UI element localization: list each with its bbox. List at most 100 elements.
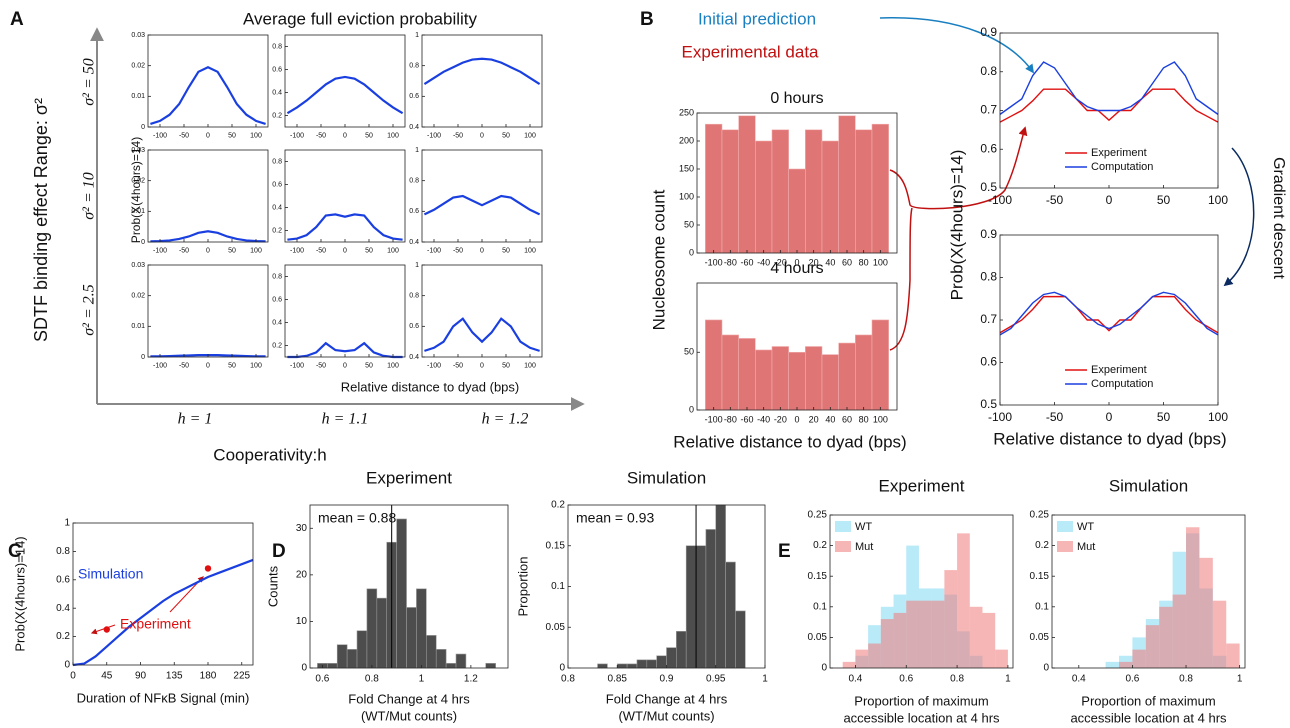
x-tick-label: 1 — [419, 674, 425, 685]
histogram-bar — [893, 612, 907, 668]
y-tick-label: 10 — [296, 616, 308, 627]
x-tick-label: 50 — [1157, 410, 1171, 424]
x-tick-label: 20 — [809, 415, 819, 425]
y-tick-label: 0.4 — [409, 354, 419, 361]
histogram-bar — [597, 663, 608, 669]
y-tick-label: 0.1 — [813, 601, 827, 612]
line — [286, 75, 404, 115]
x-tick-label: 0 — [206, 247, 210, 254]
histogram-bar — [871, 123, 889, 254]
histogram-bar — [931, 600, 945, 668]
y-tick-label: 20 — [296, 569, 308, 580]
plot-frame — [147, 149, 269, 243]
x-tick-label: 0.6 — [899, 674, 913, 685]
histogram-bar — [738, 338, 756, 411]
histogram-bar — [788, 168, 806, 254]
x-tick-label: 0.85 — [608, 674, 628, 685]
x-tick-label: -60 — [740, 415, 753, 425]
legend-label: Computation — [1091, 378, 1153, 390]
y-tick-label: 1 — [415, 147, 419, 154]
chart-title: 4 hours — [770, 260, 823, 277]
x-tick-label: 0.9 — [660, 674, 674, 685]
x-tick-label: 225 — [233, 671, 250, 682]
y-tick-label: 0.6 — [409, 323, 419, 330]
legend-swatch — [835, 541, 851, 552]
histogram-bar — [346, 649, 358, 669]
x-tick-label: 0.8 — [950, 674, 964, 685]
y-tick-label: 0.6 — [272, 66, 282, 73]
histogram-bar — [838, 342, 856, 411]
histogram-bar — [868, 643, 881, 668]
y-tick-label: 0.6 — [980, 355, 997, 369]
histogram-bar — [805, 129, 823, 254]
histogram-bar — [755, 140, 773, 254]
histogram-bar — [1105, 661, 1120, 668]
y-tick-label: 1 — [415, 262, 419, 269]
x-tick-label: -50 — [453, 132, 463, 139]
x-tick-label: 50 — [502, 247, 510, 254]
x-tick-label: -80 — [724, 415, 737, 425]
x-tick-label: -100 — [290, 362, 304, 369]
plot-frame — [309, 504, 509, 669]
y-tick-label: 0.6 — [409, 93, 419, 100]
x-tick-label: 50 — [365, 132, 373, 139]
y-tick-label: 0.02 — [131, 178, 145, 185]
x-tick-label: 50 — [228, 362, 236, 369]
x-tick-label: 1 — [1005, 674, 1011, 685]
histogram-bar — [821, 354, 839, 411]
histogram-bar — [805, 346, 823, 411]
line — [999, 88, 1219, 123]
histogram-bar — [705, 529, 717, 669]
x-tick-label: 0 — [794, 258, 799, 268]
legend-label: WT — [855, 521, 872, 533]
point — [204, 565, 212, 572]
histogram-bar — [771, 346, 789, 411]
y-tick-label: 0.8 — [409, 293, 419, 300]
x-tick-label: 100 — [1208, 193, 1228, 207]
plot-frame — [1051, 514, 1246, 669]
x-axis-label: Relative distance to dyad (bps) — [673, 432, 906, 451]
panel-letter: A — [10, 9, 24, 30]
y-tick-label: 0.15 — [808, 571, 828, 582]
legend-swatch — [835, 521, 851, 532]
histogram-bar — [944, 570, 958, 668]
x-tick-label: 1 — [762, 674, 768, 685]
y-tick-label: 0.1 — [551, 581, 565, 592]
panel-letter: C — [8, 541, 22, 562]
chart-title: 0 hours — [770, 90, 823, 107]
x-tick-label: 100 — [250, 247, 262, 254]
x-tick-label: 0.6 — [1125, 674, 1139, 685]
histogram-bar — [1159, 606, 1173, 668]
histogram-bar — [982, 612, 996, 668]
x-tick-label: 0.6 — [315, 674, 329, 685]
arrow — [879, 17, 1035, 74]
histogram-bar — [406, 607, 417, 669]
y-tick-label: 0.15 — [1030, 571, 1050, 582]
x-tick-label: 50 — [365, 247, 373, 254]
histogram-bar — [755, 349, 773, 411]
y-tick-label: 0.05 — [808, 632, 828, 643]
panel-letter: B — [640, 9, 654, 30]
x-tick-label: 0 — [1106, 193, 1113, 207]
x-tick-label: -100 — [153, 247, 167, 254]
histogram-bar — [1132, 649, 1146, 668]
x-tick-label: -50 — [453, 362, 463, 369]
histogram-bar — [1145, 625, 1160, 668]
histogram-bar — [366, 588, 378, 669]
x-axis-label: accessible location at 4 hrs — [843, 710, 1000, 725]
x-tick-label: 50 — [502, 362, 510, 369]
x-tick-label: 0 — [480, 132, 484, 139]
histogram-bar — [616, 663, 628, 669]
x-tick-label: 1 — [1237, 674, 1243, 685]
arrow — [889, 207, 913, 351]
x-tick-label: 180 — [200, 671, 217, 682]
y-tick-label: 50 — [684, 219, 694, 229]
plot-frame — [147, 34, 269, 128]
x-tick-label: -100 — [153, 362, 167, 369]
x-tick-label: 100 — [524, 247, 536, 254]
x-tick-label: -50 — [1046, 410, 1064, 424]
histogram-bar — [705, 123, 723, 254]
x-tick-label: 45 — [101, 671, 113, 682]
x-tick-label: 100 — [387, 247, 399, 254]
